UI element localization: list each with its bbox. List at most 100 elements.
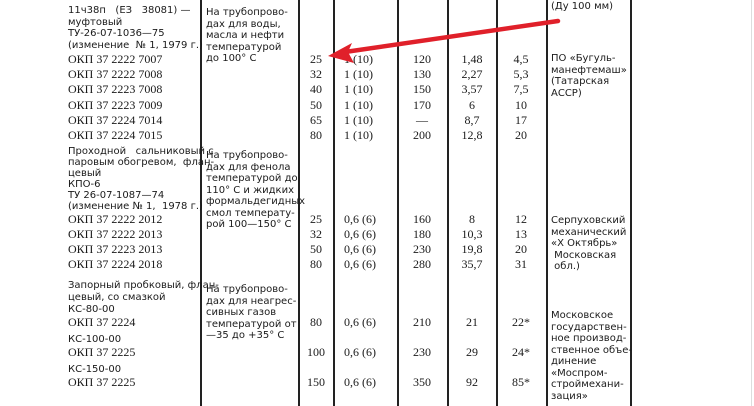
arrow-shaft [342,18,561,55]
value-col-1: 160 [413,212,431,226]
value-col-2: 8,7 [464,113,480,127]
nominal-pressure: 1 (10) [344,98,373,112]
nominal-diameter: 80 [310,257,322,271]
value-col-1: 230 [413,242,431,256]
nominal-pressure: 1 (10) [344,82,373,96]
item-name-line: (изменение № 1, 1979 г.) [68,39,203,51]
okp-code: ОКП 37 2222 2013 [68,227,163,241]
column-divider [333,0,335,406]
purpose-line: —35 до +35° С [206,330,285,341]
okp-code: ОКП 37 2224 2018 [68,257,163,271]
value-col-3: 85* [512,375,530,389]
value-col-3: 22* [512,315,530,329]
item-name-line: КПО-6 [68,179,101,190]
purpose-line: дах для воды, [206,18,281,30]
manufacturer-line: зация» [551,390,588,402]
column-divider [630,0,632,406]
nominal-diameter: 40 [310,82,322,96]
manufacturer-line: государствен- [551,321,627,333]
purpose-line: На трубопрово- [206,284,288,295]
value-col-3: 5,3 [513,67,529,81]
value-col-3: 31 [515,257,527,271]
column-divider [546,0,548,406]
item-name-line: Запорный пробковый, флан- [68,280,219,291]
manufacturer-line: «Х Октябрь» [551,238,618,249]
nominal-pressure: 1 (10) [344,113,373,127]
value-col-2: 10,3 [461,227,483,241]
nominal-pressure: 1 (10) [344,52,373,66]
item-name-line: Проходной сальниковый с [68,146,214,157]
nominal-pressure: 1 (10) [344,128,373,142]
okp-code: ОКП 37 2224 7015 [68,128,163,142]
value-col-1: 120 [413,52,431,66]
purpose-line: дах для неагрес- [206,295,297,307]
purpose-line: дах для фенола [206,161,291,173]
manufacturer-line: обл.) [551,261,580,272]
model-code: КС-150-00 [68,363,122,375]
purpose-line: формальдегидных [206,196,306,207]
manufacturer-line: строймехани- [551,379,624,390]
page-edge [751,0,752,406]
column-divider [447,0,449,406]
manufacturer-line: Серпуховский [551,215,626,226]
nominal-pressure: 0,6 (6) [344,242,376,256]
manufacturer-line: Московское [551,310,614,321]
value-col-1: 130 [413,67,431,81]
value-col-2: 3,57 [461,82,483,96]
top-cut-text: (Ду 100 мм) [551,1,614,12]
model-code: КС-80-00 [68,303,115,315]
okp-code: ОКП 37 2224 [68,315,136,329]
value-col-2: 29 [466,345,478,359]
value-col-2: 2,27 [461,67,483,81]
column-divider [397,0,399,406]
nominal-diameter: 32 [310,67,322,81]
nominal-pressure: 0,6 (6) [344,375,376,389]
model-code: КС-100-00 [68,333,122,345]
nominal-diameter: 80 [310,128,322,142]
nominal-diameter: 100 [307,345,325,359]
manufacturer-line: «Моспром- [551,367,608,379]
value-col-3: 4,5 [513,52,529,66]
item-name-line: ТУ-26-07-1036—75 [68,28,165,39]
okp-code: ОКП 37 2223 7009 [68,98,163,112]
manufacturer-line: динение [551,356,597,367]
item-name-line: паровым обогревом, флан- [68,157,215,168]
nominal-pressure: 0,6 (6) [344,212,376,226]
item-name-line: (изменение № 1, 1978 г.) [68,201,203,212]
purpose-line: сивных газов [206,307,277,318]
value-col-2: 35,7 [461,257,483,271]
nominal-diameter: 65 [310,113,322,127]
nominal-diameter: 32 [310,227,322,241]
purpose-line: температурой [206,41,282,53]
manufacturer-line: АССР) [551,87,582,99]
purpose-line: до 100° С [206,53,257,64]
okp-code: ОКП 37 2225 [68,345,136,359]
value-col-1: — [416,113,428,127]
purpose-line: На трубопрово- [206,150,288,161]
nominal-diameter: 50 [310,242,322,256]
okp-code: ОКП 37 2223 7008 [68,82,163,96]
manufacturer-line: (Татарская [551,76,610,87]
item-name-line: муфтовый [68,16,123,28]
value-col-3: 24* [512,345,530,359]
item-name-line: 11ч38п (ЕЗ 38081) — [68,5,191,16]
manufacturer-line: ственное объе- [551,344,633,356]
purpose-line: На трубопрово- [206,7,288,18]
okp-code: ОКП 37 2222 7008 [68,67,163,81]
value-col-3: 20 [515,242,527,256]
value-col-1: 230 [413,345,431,359]
value-col-3: 7,5 [513,82,529,96]
okp-code: ОКП 37 2222 7007 [68,52,163,66]
manufacturer-line: манефтемаш» [551,64,627,76]
purpose-line: рой 100—150° С [206,219,292,230]
value-col-1: 280 [413,257,431,271]
item-name-line: цевый, со смазкой [68,291,166,303]
value-col-3: 13 [515,227,527,241]
manufacturer-line: ПО «Бугуль- [551,53,616,64]
item-name-line: цевый [68,168,102,179]
manufacturer-line: ное производ- [551,333,627,344]
column-divider [496,0,498,406]
value-col-2: 21 [466,315,478,329]
value-col-3: 12 [515,212,527,226]
